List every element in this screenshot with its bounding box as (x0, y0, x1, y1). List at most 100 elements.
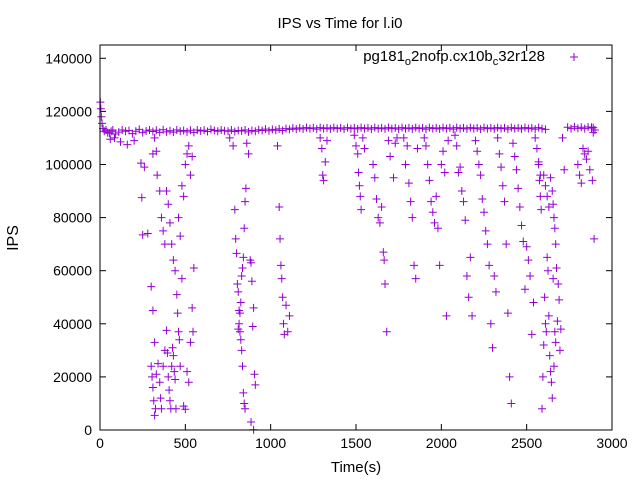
data-point (548, 394, 557, 403)
data-point (220, 126, 229, 135)
data-point (164, 200, 173, 209)
data-point (233, 279, 242, 288)
data-point (545, 351, 554, 360)
data-point (394, 125, 403, 134)
data-point (100, 127, 109, 136)
data-point (497, 124, 506, 133)
data-point (152, 126, 161, 135)
data-point (538, 404, 547, 413)
legend-marker (570, 53, 578, 61)
data-point (456, 163, 465, 172)
data-point (427, 197, 436, 206)
data-point (357, 123, 366, 132)
data-point (350, 131, 359, 140)
data-point (548, 187, 557, 196)
data-point (590, 234, 599, 243)
data-point (469, 124, 478, 133)
data-point (138, 128, 147, 137)
data-point (149, 396, 158, 405)
data-point (241, 125, 250, 134)
data-point (322, 123, 331, 132)
data-point (234, 287, 243, 296)
data-point (577, 123, 586, 132)
data-point (157, 213, 166, 222)
data-point (282, 301, 291, 310)
data-point (553, 317, 562, 326)
y-tick-label: 140000 (45, 50, 92, 66)
data-point (137, 193, 146, 202)
data-point (428, 208, 437, 217)
data-point (322, 136, 331, 145)
data-point (358, 133, 367, 142)
data-point (150, 411, 159, 420)
y-tick-label: 100000 (45, 156, 92, 172)
data-point (428, 124, 437, 133)
data-point (456, 124, 465, 133)
data-point (439, 123, 448, 132)
data-point (541, 319, 550, 328)
data-point (540, 293, 549, 302)
data-point (411, 123, 420, 132)
legend-label-part-1: pg181 (363, 48, 405, 65)
data-point (391, 123, 400, 132)
data-point (423, 160, 432, 169)
data-point (399, 133, 408, 142)
data-point (546, 173, 555, 182)
data-point (509, 139, 518, 148)
data-point (171, 375, 180, 384)
data-point (558, 133, 567, 142)
data-point (476, 171, 485, 180)
data-point (471, 136, 480, 145)
data-point (162, 326, 171, 335)
y-tick-label: 60000 (53, 263, 92, 279)
data-point (329, 123, 338, 132)
chart-title: IPS vs Time for l.i0 (277, 15, 402, 32)
data-point (498, 181, 507, 190)
data-point (392, 133, 401, 142)
data-point (179, 192, 188, 201)
data-point (186, 171, 195, 180)
data-point (278, 126, 287, 135)
data-point (153, 171, 162, 180)
data-point (476, 125, 485, 134)
data-point (507, 399, 516, 408)
data-point (152, 370, 161, 379)
data-point (186, 338, 195, 347)
data-point (183, 367, 192, 376)
data-point (461, 216, 470, 225)
data-point (165, 396, 174, 405)
data-point (497, 163, 506, 172)
data-point (415, 124, 424, 133)
data-point (534, 160, 543, 169)
data-point (570, 122, 579, 131)
data-point (507, 123, 516, 132)
data-point (140, 163, 149, 172)
data-point (440, 168, 449, 177)
data-point (450, 131, 459, 140)
y-tick-label: 80000 (53, 210, 92, 226)
data-point (230, 205, 239, 214)
data-point (493, 133, 502, 142)
data-point (244, 149, 253, 158)
data-point (538, 372, 547, 381)
data-point (384, 136, 393, 145)
data-point (541, 125, 550, 134)
data-point (172, 290, 181, 299)
data-point (381, 279, 390, 288)
data-point (544, 202, 553, 211)
data-point (488, 343, 497, 352)
data-point (239, 253, 248, 262)
data-point (480, 123, 488, 132)
data-point (493, 123, 502, 132)
data-point (319, 124, 328, 133)
data-point (283, 327, 292, 336)
data-point (276, 261, 285, 270)
data-point (536, 192, 545, 201)
data-point (481, 226, 490, 235)
x-tick-label: 2500 (511, 435, 542, 451)
data-point (360, 124, 369, 133)
data-point (355, 181, 364, 190)
data-point (275, 124, 284, 133)
data-point (520, 285, 529, 294)
